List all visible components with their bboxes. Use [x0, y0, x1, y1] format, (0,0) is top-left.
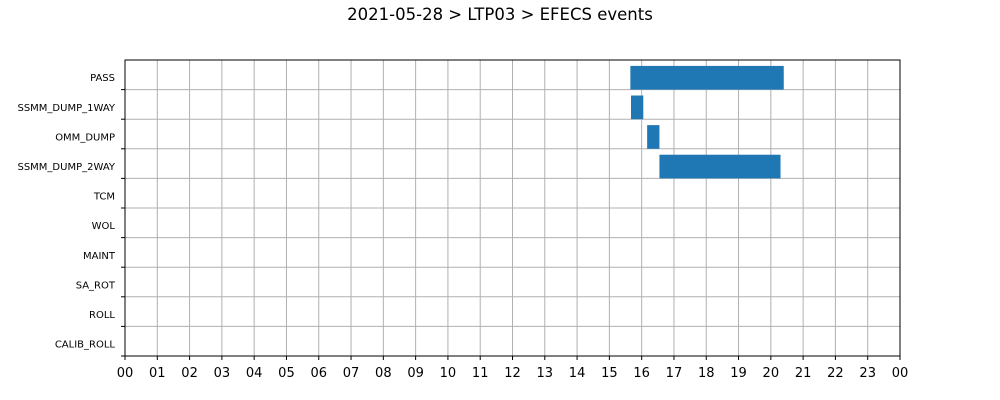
x-tick-label: 04: [246, 366, 263, 381]
y-tick-label: OMM_DUMP: [55, 132, 115, 143]
event-bar: [631, 95, 644, 120]
y-tick-label: TCM: [93, 192, 115, 203]
x-tick-label: 13: [537, 366, 554, 381]
x-tick-label: 16: [633, 366, 650, 381]
x-tick-label: 12: [504, 366, 521, 381]
y-tick-label: PASS: [90, 73, 115, 84]
x-tick-label: 06: [310, 366, 327, 381]
x-tick-label: 10: [440, 366, 457, 381]
x-tick-label: 08: [375, 366, 392, 381]
event-bar: [647, 125, 660, 149]
y-tick-label: MAINT: [83, 251, 116, 262]
event-bar: [659, 154, 781, 179]
x-tick-label: 19: [730, 366, 747, 381]
x-tick-label: 22: [827, 366, 844, 381]
y-tick-label: SSMM_DUMP_1WAY: [17, 103, 115, 114]
x-tick-label: 18: [698, 366, 715, 381]
y-tick-label: SSMM_DUMP_2WAY: [17, 162, 115, 173]
y-tick-label: SA_ROT: [76, 280, 116, 291]
x-tick-label: 03: [214, 366, 231, 381]
x-tick-label: 01: [149, 366, 166, 381]
event-bars: [630, 65, 784, 179]
x-tick-label: 23: [859, 366, 876, 381]
x-tick-label: 05: [278, 366, 295, 381]
x-tick-label: 20: [763, 366, 780, 381]
x-tick-label: 09: [407, 366, 424, 381]
y-axis: PASS SSMM_DUMP_1WAY OMM_DUMP SSMM_DUMP_2WAY…: [17, 73, 125, 357]
x-tick-label: 14: [569, 366, 586, 381]
x-axis: 00 01 02 03 04 05 06 07 08 09 10 11 12 13 14 15 16 17 18 19…: [117, 356, 909, 381]
y-tick-label: ROLL: [89, 310, 115, 321]
y-tick-label: CALIB_ROLL: [55, 340, 116, 351]
x-tick-label: 15: [601, 366, 618, 381]
x-tick-label: 00: [117, 366, 134, 381]
y-tick-label: WOL: [92, 221, 116, 232]
x-tick-label: 11: [472, 366, 489, 381]
x-tick-label: 07: [343, 366, 360, 381]
x-tick-label: 17: [666, 366, 683, 381]
x-tick-label: 00: [892, 366, 909, 381]
event-bar: [630, 65, 784, 90]
grid-lines: [124, 60, 901, 356]
x-tick-label: 21: [795, 366, 812, 381]
chart-title: 2021-05-28 > LTP03 > EFECS events: [347, 5, 653, 24]
x-tick-label: 02: [181, 366, 198, 381]
